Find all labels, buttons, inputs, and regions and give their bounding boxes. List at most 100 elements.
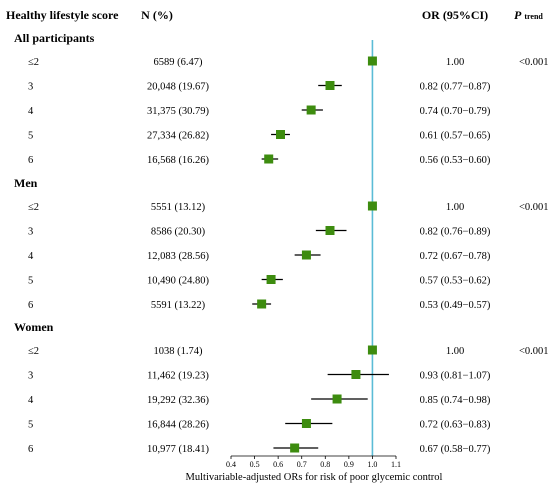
- or-ci-text: 1.00: [446, 346, 464, 357]
- or-marker: [301, 250, 311, 260]
- score-label: 5: [28, 131, 33, 142]
- score-label: ≤2: [28, 202, 39, 213]
- or-marker: [290, 443, 300, 453]
- or-ci-text: 0.72 (0.67−0.78): [420, 251, 491, 262]
- or-marker: [264, 154, 274, 164]
- x-tick-label: 0.6: [273, 460, 283, 469]
- table-row: 4 19,292 (32.36) 0.85 (0.74−0.98): [28, 395, 491, 406]
- table-row: 3 8586 (20.30) 0.82 (0.76−0.89): [28, 227, 491, 238]
- score-label: 4: [28, 251, 34, 262]
- x-tick-label: 1.1: [391, 460, 401, 469]
- score-label: 4: [28, 395, 34, 406]
- header-p-letter: P: [514, 8, 522, 22]
- or-marker: [332, 394, 342, 404]
- n-percent: 6589 (6.47): [154, 57, 203, 68]
- or-ci-text: 0.82 (0.76−0.89): [420, 227, 491, 238]
- or-ci-text: 0.56 (0.53−0.60): [420, 155, 491, 166]
- group-title: Men: [14, 176, 38, 190]
- table-row: 5 16,844 (28.26) 0.72 (0.63−0.83): [28, 420, 491, 431]
- or-marker: [257, 299, 267, 309]
- table-row: ≤2 5551 (13.12) 1.00 <0.001: [28, 202, 549, 213]
- or-ci-text: 0.93 (0.81−1.07): [420, 371, 491, 382]
- header-score: Healthy lifestyle score: [6, 8, 119, 22]
- n-percent: 19,292 (32.36): [147, 395, 210, 406]
- or-ci-text: 0.57 (0.53−0.62): [420, 276, 491, 287]
- score-label: 3: [28, 82, 33, 93]
- table-row: 3 20,048 (19.67) 0.82 (0.77−0.87): [28, 82, 491, 93]
- group-women: Women ≤2 1038 (1.74) 1.00 <0.001 3 11,462 (19.…: [14, 320, 549, 455]
- score-label: ≤2: [28, 57, 39, 68]
- or-marker: [266, 275, 276, 284]
- n-percent: 8586 (20.30): [151, 227, 206, 238]
- or-ci-text: 0.74 (0.70−0.79): [420, 106, 491, 117]
- header-p-sub: trend: [524, 12, 543, 21]
- or-ci-text: 1.00: [446, 202, 464, 213]
- table-row: 3 11,462 (19.23) 0.93 (0.81−1.07): [28, 371, 491, 382]
- or-ci-text: 0.82 (0.77−0.87): [420, 82, 491, 93]
- p-trend-value: <0.001: [519, 346, 549, 357]
- table-row: 6 16,568 (16.26) 0.56 (0.53−0.60): [28, 155, 491, 166]
- table-row: 5 10,490 (24.80) 0.57 (0.53−0.62): [28, 276, 491, 287]
- x-tick-label: 1.0: [367, 460, 377, 469]
- score-label: 4: [28, 106, 34, 117]
- n-percent: 11,462 (19.23): [147, 371, 209, 382]
- n-percent: 20,048 (19.67): [147, 82, 210, 93]
- x-axis-label: Multivariable-adjusted ORs for risk of p…: [186, 472, 443, 483]
- group-title: Women: [14, 320, 54, 334]
- or-ci-text: 1.00: [446, 57, 464, 68]
- x-tick-label: 0.9: [344, 460, 354, 469]
- x-tick-label: 0.7: [297, 460, 307, 469]
- n-percent: 10,490 (24.80): [147, 276, 210, 287]
- score-label: 6: [28, 444, 33, 455]
- header-n: N (%): [141, 8, 173, 22]
- or-marker: [301, 419, 311, 428]
- or-marker: [351, 370, 361, 379]
- n-percent: 5551 (13.12): [151, 202, 206, 213]
- or-marker: [306, 105, 316, 115]
- group-all-participants: All participants ≤2 6589 (6.47) 1.00 <0.001 3…: [14, 31, 549, 166]
- or-ci-text: 0.85 (0.74−0.98): [420, 395, 491, 406]
- score-label: 6: [28, 155, 33, 166]
- score-label: 5: [28, 276, 33, 287]
- or-ci-text: 0.61 (0.57−0.65): [420, 131, 491, 142]
- table-row: 5 27,334 (26.82) 0.61 (0.57−0.65): [28, 131, 491, 142]
- group-men: Men ≤2 5551 (13.12) 1.00 <0.001 3 8586 (20.30)…: [14, 176, 549, 311]
- or-marker: [367, 56, 377, 66]
- or-marker: [325, 226, 335, 235]
- or-marker: [325, 81, 335, 90]
- or-ci-text: 0.53 (0.49−0.57): [420, 300, 491, 311]
- x-tick-label: 0.4: [226, 460, 236, 469]
- score-label: 3: [28, 227, 33, 238]
- x-tick-label: 0.8: [320, 460, 330, 469]
- or-marker: [367, 201, 377, 211]
- n-percent: 16,568 (16.26): [147, 155, 210, 166]
- group-title: All participants: [14, 31, 95, 45]
- table-row: 6 10,977 (18.41) 0.67 (0.58−0.77): [28, 444, 491, 455]
- score-label: 3: [28, 371, 33, 382]
- x-tick-label: 0.5: [250, 460, 260, 469]
- n-percent: 27,334 (26.82): [147, 131, 210, 142]
- or-marker: [276, 130, 285, 139]
- n-percent: 12,083 (28.56): [147, 251, 210, 262]
- or-ci-text: 0.67 (0.58−0.77): [420, 444, 491, 455]
- header-or: OR (95%CI): [422, 8, 488, 22]
- n-percent: 31,375 (30.79): [147, 106, 210, 117]
- p-trend-value: <0.001: [519, 57, 549, 68]
- table-row: ≤2 1038 (1.74) 1.00 <0.001: [28, 346, 549, 357]
- table-row: ≤2 6589 (6.47) 1.00 <0.001: [28, 57, 549, 68]
- table-row: 4 31,375 (30.79) 0.74 (0.70−0.79): [28, 106, 491, 117]
- or-ci-text: 0.72 (0.63−0.83): [420, 420, 491, 431]
- score-label: ≤2: [28, 346, 39, 357]
- or-marker: [367, 345, 377, 355]
- score-label: 6: [28, 300, 33, 311]
- x-axis: 0.4 0.5 0.6 0.7 0.8 0.9 1.0 1.1: [226, 455, 401, 469]
- score-label: 5: [28, 420, 33, 431]
- table-rows: All participants ≤2 6589 (6.47) 1.00 <0.001 3…: [14, 31, 549, 455]
- p-trend-value: <0.001: [519, 202, 549, 213]
- table-row: 6 5591 (13.22) 0.53 (0.49−0.57): [28, 300, 491, 311]
- n-percent: 10,977 (18.41): [147, 444, 210, 455]
- column-headers: Healthy lifestyle score N (%) OR (95%CI)…: [6, 8, 543, 22]
